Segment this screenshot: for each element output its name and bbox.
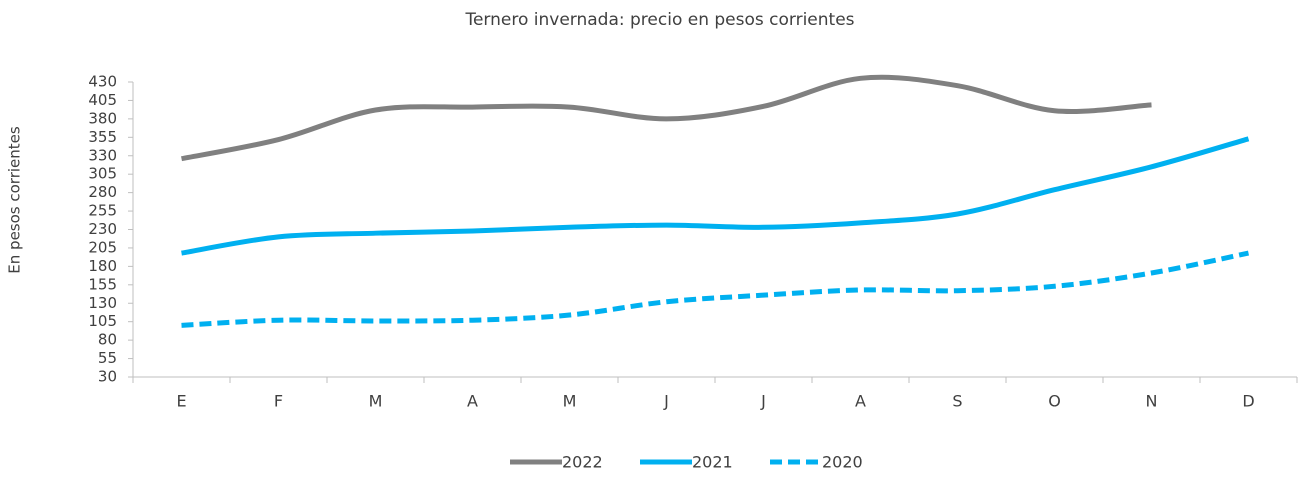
x-tick-label: A [467,392,478,411]
x-tick-label: D [1242,392,1254,411]
y-tick-label: 55 [98,349,117,367]
y-tick-label: 130 [88,294,117,312]
y-tick-label: 180 [88,257,117,275]
y-tick-label: 105 [88,312,117,330]
y-tick-label: 380 [88,109,117,127]
y-tick-label: 405 [88,91,117,109]
x-tick-label: J [663,392,669,411]
x-tick-label: E [176,392,186,411]
y-tick-label: 155 [88,275,117,293]
x-tick-label: J [760,392,766,411]
x-tick-label: A [855,392,866,411]
x-tick-label: N [1146,392,1158,411]
series-line [181,250,1250,328]
y-tick-label: 255 [88,202,117,220]
x-tick-label: M [369,392,383,411]
y-tick-label: 280 [88,183,117,201]
y-tick-label: 205 [88,238,117,256]
y-tick-label: 30 [98,368,117,386]
series-line [181,74,1152,162]
y-tick-label: 355 [88,128,117,146]
y-tick-label: 430 [88,73,117,91]
legend-label: 2021 [692,453,733,472]
x-tick-label: F [274,392,283,411]
y-tick-label: 80 [98,331,117,349]
chart-title: Ternero invernada: precio en pesos corri… [464,10,854,30]
y-tick-label: 330 [88,146,117,164]
x-tick-label: O [1048,392,1061,411]
y-axis-label: En pesos corrientes [6,126,24,274]
legend-label: 2022 [562,453,603,472]
y-tick-label: 305 [88,165,117,183]
y-tick-label: 230 [88,220,117,238]
legend-label: 2020 [822,453,863,472]
x-tick-label: S [952,392,962,411]
x-tick-label: M [563,392,577,411]
series-line [181,136,1250,256]
